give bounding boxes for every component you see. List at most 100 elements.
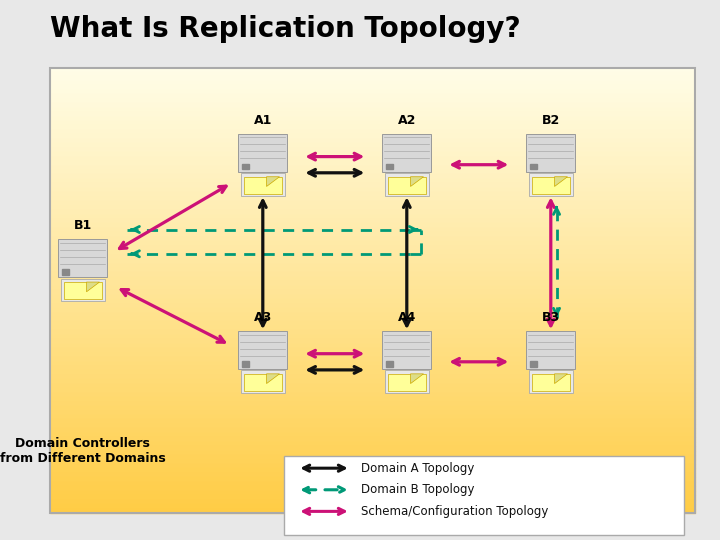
Bar — [50, 237, 695, 241]
Bar — [50, 388, 695, 393]
Bar — [50, 264, 695, 268]
FancyBboxPatch shape — [64, 282, 102, 299]
Bar — [50, 157, 695, 161]
Bar — [50, 112, 695, 117]
Bar — [62, 269, 69, 275]
Bar — [50, 143, 695, 147]
Bar — [50, 85, 695, 90]
Bar — [50, 291, 695, 295]
Bar — [50, 303, 695, 308]
Bar — [50, 214, 695, 219]
FancyBboxPatch shape — [244, 374, 282, 390]
Bar — [386, 164, 393, 170]
Bar — [50, 446, 695, 450]
FancyBboxPatch shape — [382, 134, 431, 172]
Bar — [50, 161, 695, 165]
Bar — [50, 353, 695, 357]
Bar — [50, 165, 695, 170]
Bar — [530, 164, 537, 170]
Text: What Is Replication Topology?: What Is Replication Topology? — [50, 15, 521, 43]
Bar — [50, 268, 695, 272]
Bar — [50, 147, 695, 152]
Bar — [50, 76, 695, 81]
Bar — [50, 469, 695, 473]
Bar — [50, 460, 695, 464]
Bar — [50, 326, 695, 330]
Bar — [50, 254, 695, 259]
Bar — [386, 361, 393, 367]
Text: Schema/Configuration Topology: Schema/Configuration Topology — [361, 505, 549, 518]
Bar — [50, 224, 695, 228]
Bar — [50, 366, 695, 370]
Bar — [50, 192, 695, 197]
Bar — [242, 164, 249, 170]
Text: A4: A4 — [397, 311, 416, 324]
Bar — [50, 321, 695, 326]
FancyBboxPatch shape — [384, 370, 429, 393]
FancyBboxPatch shape — [526, 330, 575, 369]
Bar — [50, 188, 695, 192]
Bar — [50, 232, 695, 237]
FancyBboxPatch shape — [238, 134, 287, 172]
FancyBboxPatch shape — [526, 134, 575, 172]
Bar — [50, 437, 695, 442]
Bar — [50, 184, 695, 188]
Bar — [50, 424, 695, 428]
Bar — [50, 370, 695, 375]
Bar — [50, 90, 695, 94]
Bar — [50, 201, 695, 206]
Bar — [50, 339, 695, 344]
FancyBboxPatch shape — [384, 173, 429, 195]
Polygon shape — [266, 374, 279, 383]
Bar — [50, 259, 695, 264]
FancyBboxPatch shape — [388, 374, 426, 390]
Text: B1: B1 — [73, 219, 92, 232]
Bar — [50, 450, 695, 455]
FancyBboxPatch shape — [240, 173, 285, 195]
Bar — [50, 170, 695, 174]
Bar — [50, 117, 695, 121]
Text: B3: B3 — [541, 311, 560, 324]
Bar — [50, 130, 695, 134]
Bar — [50, 344, 695, 348]
Bar — [50, 348, 695, 353]
Bar — [50, 241, 695, 246]
Bar — [50, 379, 695, 384]
Bar — [50, 299, 695, 303]
FancyBboxPatch shape — [238, 330, 287, 369]
FancyBboxPatch shape — [528, 370, 573, 393]
FancyBboxPatch shape — [382, 330, 431, 369]
Bar — [50, 406, 695, 410]
Bar — [50, 428, 695, 433]
Bar — [50, 357, 695, 362]
Polygon shape — [266, 177, 279, 186]
Bar — [50, 179, 695, 184]
Text: A3: A3 — [253, 311, 272, 324]
Bar — [50, 121, 695, 125]
Polygon shape — [410, 374, 423, 383]
Bar — [50, 477, 695, 482]
Bar — [50, 473, 695, 477]
Bar — [50, 286, 695, 291]
Bar — [50, 125, 695, 130]
Bar — [50, 272, 695, 277]
Bar — [50, 442, 695, 446]
Bar — [50, 152, 695, 157]
Bar — [50, 504, 695, 509]
Polygon shape — [410, 177, 423, 186]
FancyBboxPatch shape — [528, 173, 573, 195]
FancyBboxPatch shape — [60, 279, 105, 301]
Bar — [50, 455, 695, 460]
Bar — [50, 99, 695, 103]
Polygon shape — [86, 282, 99, 292]
Bar — [50, 103, 695, 107]
FancyBboxPatch shape — [244, 177, 282, 193]
Bar — [50, 317, 695, 321]
Bar — [50, 277, 695, 281]
Bar — [50, 308, 695, 313]
Bar — [50, 68, 695, 72]
Bar — [50, 94, 695, 99]
Bar — [50, 246, 695, 250]
Bar — [50, 250, 695, 254]
Bar — [50, 174, 695, 179]
